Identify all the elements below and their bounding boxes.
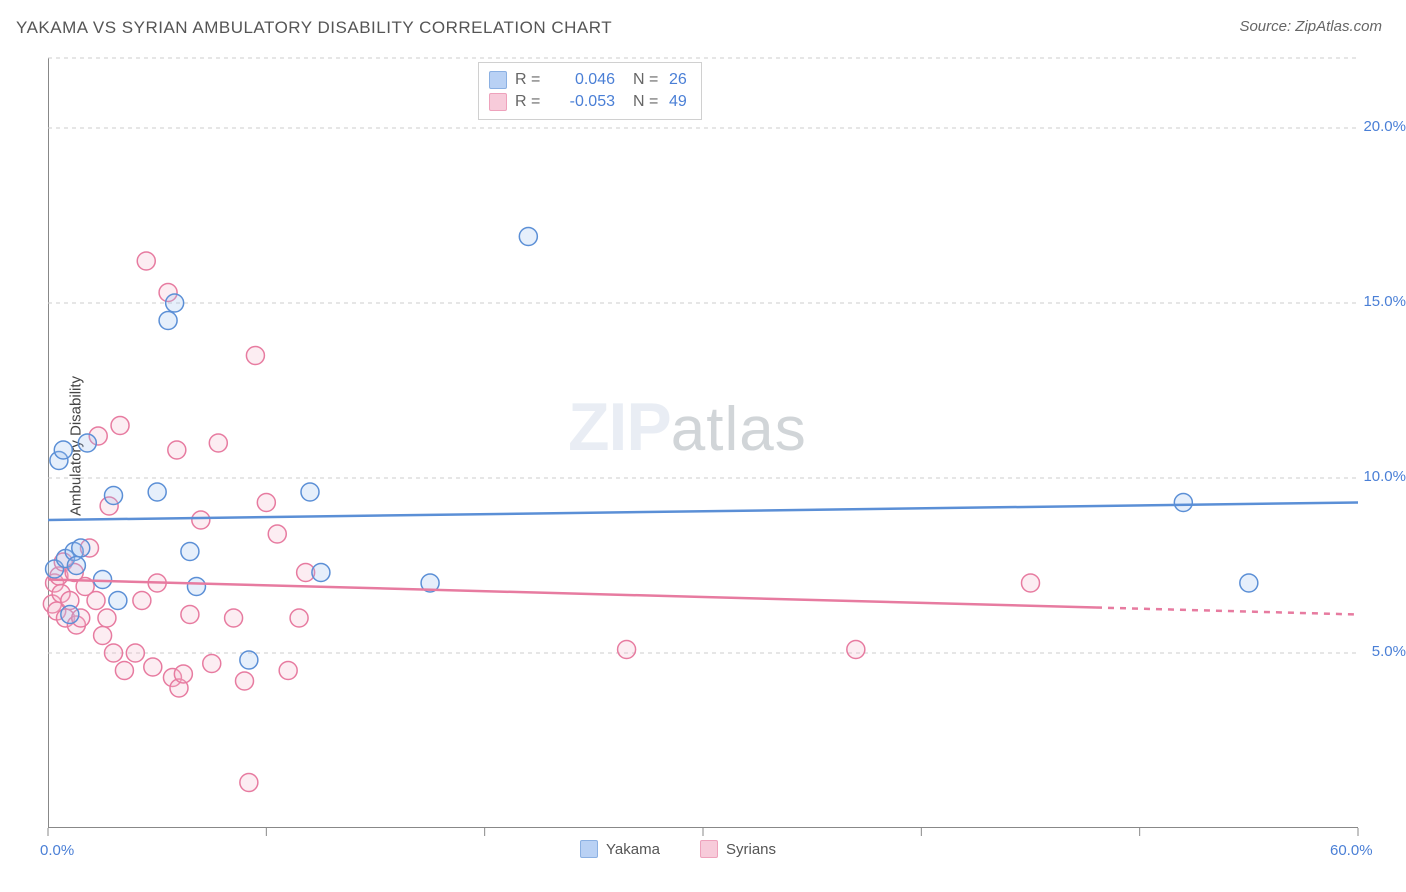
swatch-yakama (580, 840, 598, 858)
r-value-syrians: -0.053 (551, 91, 615, 113)
stat-row-syrians: R = -0.053 N = 49 (489, 91, 687, 113)
stat-legend: R = 0.046 N = 26 R = -0.053 N = 49 (478, 62, 702, 120)
n-value-syrians: 49 (669, 91, 687, 113)
y-tick-label: 20.0% (1363, 118, 1406, 135)
r-value-yakama: 0.046 (551, 69, 615, 91)
plot-svg (48, 58, 1358, 828)
n-label: N = (633, 69, 661, 91)
chart-source: Source: ZipAtlas.com (1239, 18, 1382, 35)
legend-label-syrians: Syrians (726, 841, 776, 858)
swatch-syrians (489, 93, 507, 111)
stat-row-yakama: R = 0.046 N = 26 (489, 69, 687, 91)
chart-title: YAKAMA VS SYRIAN AMBULATORY DISABILITY C… (16, 18, 612, 38)
r-label: R = (515, 91, 543, 113)
n-value-yakama: 26 (669, 69, 687, 91)
legend-yakama: Yakama (580, 840, 660, 858)
swatch-syrians (700, 840, 718, 858)
n-label: N = (633, 91, 661, 113)
r-label: R = (515, 69, 543, 91)
legend-syrians: Syrians (700, 840, 776, 858)
y-tick-label: 15.0% (1363, 293, 1406, 310)
swatch-yakama (489, 71, 507, 89)
y-tick-label: 10.0% (1363, 468, 1406, 485)
legend-label-yakama: Yakama (606, 841, 660, 858)
x-tick-label: 0.0% (40, 842, 74, 859)
chart-container: YAKAMA VS SYRIAN AMBULATORY DISABILITY C… (0, 0, 1406, 892)
x-tick-label: 60.0% (1330, 842, 1373, 859)
plot-area: ZIPatlas R = 0.046 N = 26 R = -0.053 N =… (48, 58, 1358, 828)
y-tick-label: 5.0% (1372, 643, 1406, 660)
